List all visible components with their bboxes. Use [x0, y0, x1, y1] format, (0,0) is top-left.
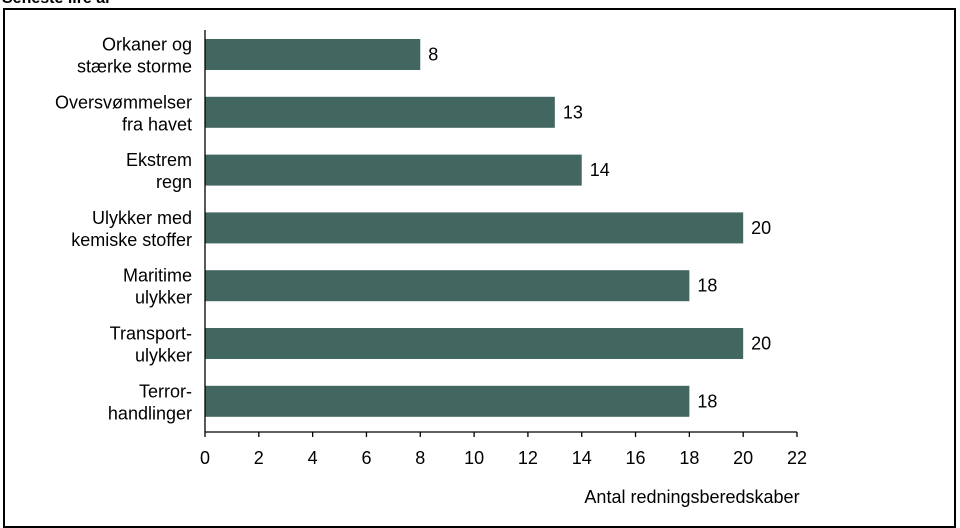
x-tick-label-9: 18 [679, 448, 699, 468]
bar-1 [205, 96, 555, 128]
bar-5 [205, 328, 744, 359]
category-label-5: Transport-ulykker [110, 324, 192, 366]
bar-2 [205, 154, 582, 186]
x-tick-label-5: 10 [464, 448, 484, 468]
chart-top-title: Seneste lire ar [2, 0, 111, 8]
value-label-1: 13 [563, 102, 583, 122]
bar-4 [205, 270, 690, 302]
x-tick-label-0: 0 [200, 448, 210, 468]
value-label-5: 20 [751, 334, 771, 354]
x-tick-label-11: 22 [787, 448, 807, 468]
bar-0 [205, 39, 421, 70]
category-label-1: Oversvømmelser fra havet [55, 92, 192, 134]
value-label-2: 14 [590, 160, 610, 180]
category-label-3: Ulykker med kemiske stoffer [71, 208, 192, 250]
category-label-2: Ekstrem regn [126, 150, 192, 192]
value-label-3: 20 [751, 218, 771, 238]
x-axis: 0 2 4 6 8 10 12 14 16 18 20 22 [200, 30, 807, 468]
x-tick-label-3: 6 [361, 448, 371, 468]
category-label-4: Maritime ulykker [123, 266, 192, 308]
value-label-6: 18 [697, 391, 717, 411]
bar-chart: Orkaner og stærke storme Oversvømmelser fra… [55, 30, 807, 507]
value-label-4: 18 [697, 276, 717, 296]
x-tick-label-1: 2 [254, 448, 264, 468]
category-labels-layer: Orkaner og stærke storme Oversvømmelser fra… [55, 35, 192, 424]
x-axis-title: Antal redningsberedskaber [584, 487, 799, 507]
value-label-0: 8 [428, 45, 438, 65]
chart-frame [3, 8, 956, 528]
category-label-0: Orkaner og stærke storme [77, 35, 192, 77]
value-labels-layer: 8 13 14 20 18 20 18 [428, 45, 771, 412]
x-tick-label-6: 12 [518, 448, 538, 468]
bars-layer [205, 39, 744, 417]
category-label-6: Terror-handlinger [108, 381, 192, 423]
x-tick-label-7: 14 [572, 448, 592, 468]
x-tick-label-8: 16 [626, 448, 646, 468]
x-tick-label-4: 8 [415, 448, 425, 468]
bar-6 [205, 385, 690, 417]
x-tick-label-2: 4 [308, 448, 318, 468]
bar-3 [205, 212, 744, 244]
x-tick-label-10: 20 [733, 448, 753, 468]
